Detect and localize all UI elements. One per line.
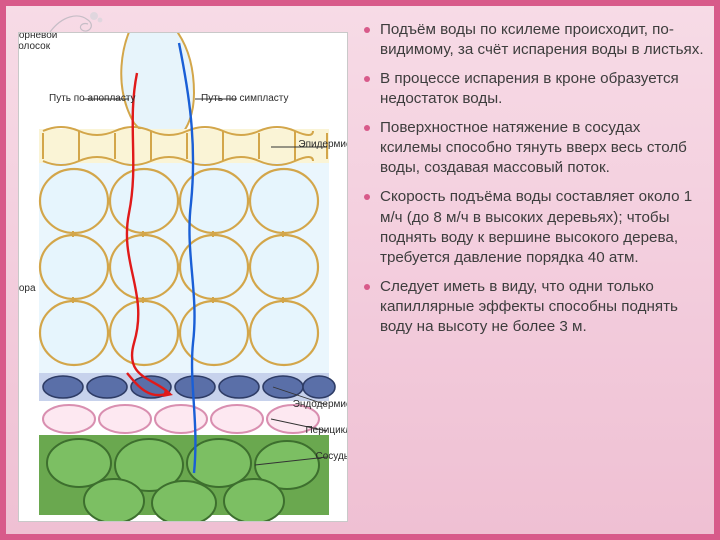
bullet-item: Следует иметь в виду, что одни только ка…	[358, 277, 706, 337]
cortex-cells	[40, 169, 318, 365]
diagram-svg	[19, 33, 348, 522]
bullet-item: В процессе испарения в кроне образуется …	[358, 69, 706, 109]
bullet-list: Подъём воды по ксилеме происходит, по-ви…	[358, 20, 706, 524]
pericycle-cells	[43, 405, 319, 433]
lbl-epidermis: Эпидермис	[298, 139, 348, 150]
root-cross-section-diagram: Корневой волосок Путь по апопласту Путь …	[18, 32, 348, 522]
vessel-cells	[39, 435, 329, 522]
endodermis-cells	[39, 373, 335, 401]
lbl-root-hair: Корневой волосок	[18, 32, 57, 52]
slide-panel: Корневой волосок Путь по апопласту Путь …	[6, 6, 714, 534]
bullet-item: Скорость подъёма воды составляет около 1…	[358, 187, 706, 267]
lbl-pericycle: Перицикл	[305, 425, 348, 436]
lbl-apoplast: Путь по апопласту	[49, 93, 136, 104]
lbl-vessels: Сосуды	[316, 451, 348, 462]
lbl-cortex: Кора	[18, 283, 36, 294]
bullet-item: Подъём воды по ксилеме происходит, по-ви…	[358, 20, 706, 60]
bullet-item: Поверхностное натяжение в сосудах ксилем…	[358, 118, 706, 178]
lbl-symplast: Путь по симпласту	[201, 93, 288, 104]
lbl-endodermis: Эндодермис	[293, 399, 348, 410]
epidermis-cells	[39, 127, 329, 165]
